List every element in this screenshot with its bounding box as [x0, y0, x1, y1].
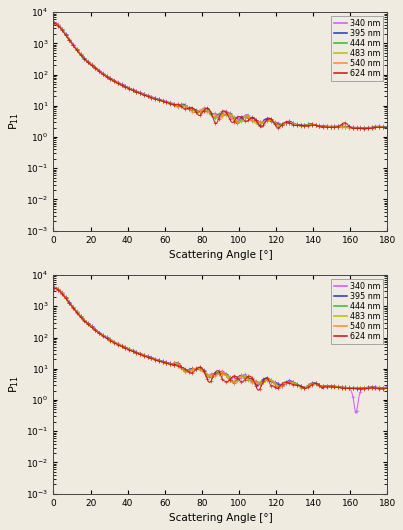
- X-axis label: Scattering Angle [°]: Scattering Angle [°]: [168, 250, 272, 260]
- X-axis label: Scattering Angle [°]: Scattering Angle [°]: [168, 513, 272, 523]
- Legend: 340 nm, 395 nm, 444 nm, 483 nm, 540 nm, 624 nm: 340 nm, 395 nm, 444 nm, 483 nm, 540 nm, …: [331, 279, 383, 343]
- Legend: 340 nm, 395 nm, 444 nm, 483 nm, 540 nm, 624 nm: 340 nm, 395 nm, 444 nm, 483 nm, 540 nm, …: [331, 16, 383, 81]
- Y-axis label: P$_{11}$: P$_{11}$: [7, 112, 21, 130]
- Y-axis label: P$_{11}$: P$_{11}$: [7, 375, 21, 393]
